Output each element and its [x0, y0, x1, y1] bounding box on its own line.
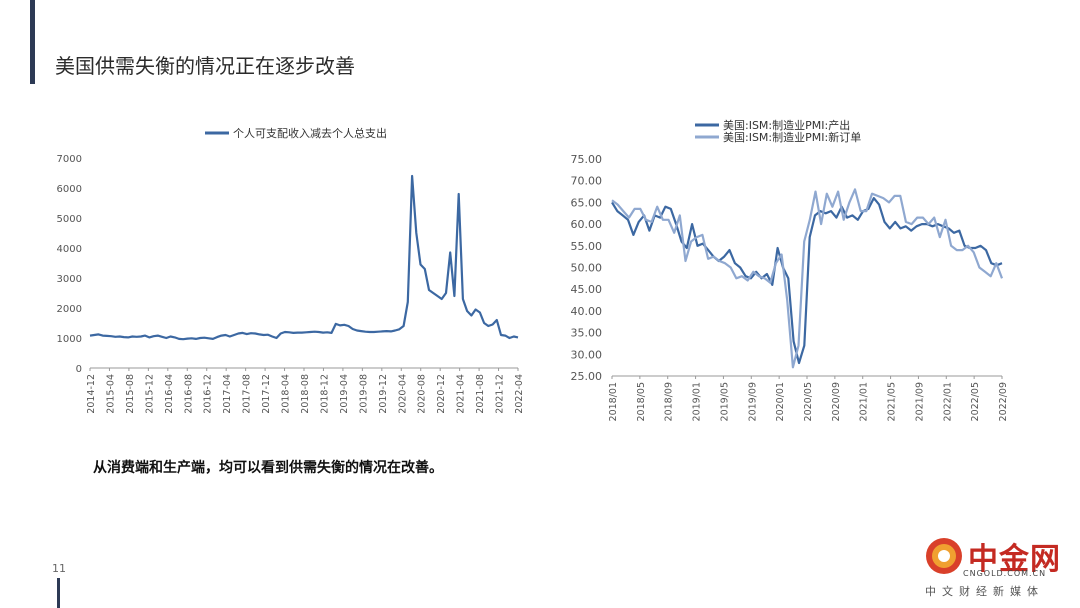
c2-legend-label: 美国:ISM:制造业PMI:产出: [723, 118, 850, 132]
c1-y-tick-label: 4000: [57, 244, 82, 255]
page-number: 11: [52, 562, 66, 575]
chart1-x-axis: 2014-12 2015-04 2015-08 2015-12 2016-04 2016-…: [86, 367, 525, 414]
c1-x-tick-label: 2014-12: [86, 374, 97, 414]
c1-x-tick-label: 2015-12: [144, 374, 155, 414]
c1-x-tick-label: 2016-04: [164, 374, 175, 414]
c2-x-tick-label: 2019/09: [747, 382, 758, 421]
footer-accent-bar: [57, 578, 60, 608]
title-accent-bar: [30, 0, 35, 84]
c1-x-tick-label: 2020-12: [436, 374, 447, 414]
c2-x-tick-label: 2019/01: [692, 382, 703, 421]
chart1-y-axis: 0 1000 2000 3000 4000 5000 6000 7000: [57, 154, 82, 375]
c2-y-tick-label: 55.00: [571, 240, 603, 253]
chart1-legend: 个人可支配收入减去个人总支出: [205, 126, 387, 140]
c1-x-tick-label: 2015-08: [125, 374, 136, 414]
chart1-series: [89, 174, 519, 341]
c1-x-tick-label: 2021-08: [475, 374, 486, 414]
c1-series-line-1: [89, 174, 519, 341]
logo-name: 中金网: [968, 542, 1061, 577]
chart2-series: [611, 188, 1004, 369]
c2-y-tick-label: 60.00: [571, 218, 603, 231]
c2-y-tick-label: 35.00: [571, 327, 603, 340]
c2-x-tick-label: 2022/05: [970, 382, 981, 421]
c2-y-tick-label: 75.00: [571, 153, 603, 166]
logo-subtitle: 中文财经新媒体: [925, 585, 1044, 598]
slide-caption: 从消费端和生产端，均可以看到供需失衡的情况在改善。: [93, 460, 443, 476]
c1-y-tick-label: 5000: [57, 214, 82, 225]
c2-x-tick-label: 2022/09: [998, 382, 1009, 421]
c2-y-tick-label: 65.00: [571, 196, 603, 209]
c2-x-tick-label: 2021/09: [914, 382, 925, 421]
chart2-x-axis: 2018/01 2018/05 2018/09 2019/01 2019/05 2019/…: [608, 375, 1009, 421]
c1-x-tick-label: 2019-04: [339, 374, 350, 414]
c1-x-tick-label: 2021-12: [495, 374, 506, 414]
c1-x-tick-label: 2018-08: [300, 374, 311, 414]
c2-y-tick-label: 45.00: [571, 283, 603, 296]
chart2-y-axis: 25.00 30.00 35.00 40.00 45.00 50.00 55.00 60.00…: [571, 153, 603, 383]
c1-x-tick-label: 2017-12: [261, 374, 272, 414]
c1-x-tick-label: 2016-08: [183, 374, 194, 414]
slide-title: 美国供需失衡的情况正在逐步改善: [55, 54, 355, 78]
cngold-logo: 中金网 CNGOLD.COM.CN 中文财经新媒体: [905, 534, 1075, 604]
c1-x-tick-label: 2017-04: [222, 374, 233, 414]
c1-x-tick-label: 2020-04: [397, 374, 408, 414]
c1-x-tick-label: 2018-12: [319, 374, 330, 414]
c2-x-tick-label: 2020/05: [803, 382, 814, 421]
chart-personal-savings: 个人可支配收入减去个人总支出 0 1000 2000 3000 4000 5000 6000…: [57, 126, 525, 414]
c1-x-tick-label: 2019-12: [378, 374, 389, 414]
c2-y-tick-label: 40.00: [571, 305, 603, 318]
c1-y-tick-label: 1000: [57, 334, 82, 345]
logo-domain: CNGOLD.COM.CN: [963, 569, 1047, 578]
c1-y-tick-label: 7000: [57, 154, 82, 165]
c1-y-tick-label: 2000: [57, 304, 82, 315]
c2-x-tick-label: 2021/05: [887, 382, 898, 421]
c1-x-tick-label: 2017-08: [242, 374, 253, 414]
c2-x-tick-label: 2019/05: [719, 382, 730, 421]
c2-y-tick-label: 70.00: [571, 175, 603, 188]
c1-x-tick-label: 2022-04: [514, 374, 525, 414]
c2-x-tick-label: 2018/05: [636, 382, 647, 421]
c2-series-line-2: [611, 188, 1004, 369]
c2-x-tick-label: 2021/01: [859, 382, 870, 421]
cngold-logo-icon: [926, 538, 962, 574]
c2-y-tick-label: 50.00: [571, 262, 603, 275]
c2-x-tick-label: 2018/09: [664, 382, 675, 421]
c2-y-tick-label: 25.00: [571, 370, 603, 383]
c1-y-tick-label: 0: [76, 364, 82, 375]
c1-x-tick-label: 2020-08: [417, 374, 428, 414]
c2-y-tick-label: 30.00: [571, 348, 603, 361]
c1-x-tick-label: 2019-08: [358, 374, 369, 414]
c1-legend-label: 个人可支配收入减去个人总支出: [233, 126, 387, 140]
c2-legend-label: 美国:ISM:制造业PMI:新订单: [723, 130, 861, 144]
c2-x-tick-label: 2020/01: [775, 382, 786, 421]
c2-x-tick-label: 2022/01: [942, 382, 953, 421]
c2-x-tick-label: 2020/09: [831, 382, 842, 421]
c1-x-tick-label: 2016-12: [203, 374, 214, 414]
c1-x-tick-label: 2015-04: [105, 374, 116, 414]
c2-x-tick-label: 2018/01: [608, 382, 619, 421]
c1-y-tick-label: 3000: [57, 274, 82, 285]
c1-y-tick-label: 6000: [57, 184, 82, 195]
c1-x-tick-label: 2018-04: [281, 374, 292, 414]
c1-x-tick-label: 2021-04: [456, 374, 467, 414]
